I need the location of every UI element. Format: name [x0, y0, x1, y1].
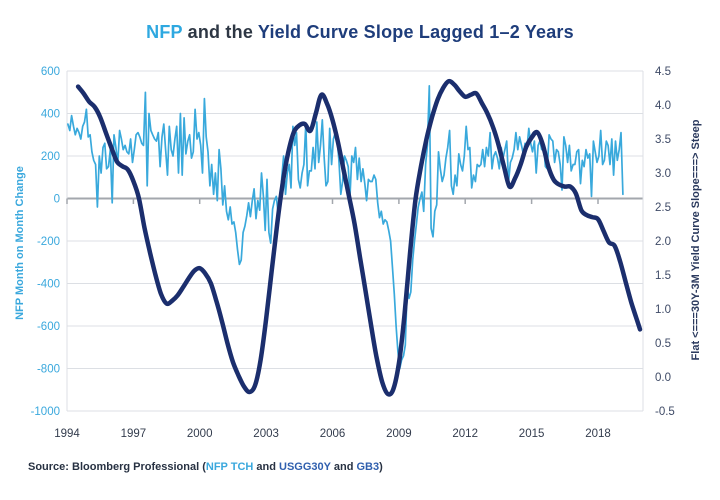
series-group: [67, 78, 643, 397]
right-tick-label: 4.0: [655, 100, 671, 112]
source-and-1: and: [253, 461, 280, 473]
x-tick-label: 2000: [187, 428, 213, 440]
source-ticker-nfp: NFP TCH: [205, 461, 254, 473]
right-tick-label: 3.5: [655, 134, 671, 146]
right-tick-label: 0.0: [655, 372, 671, 384]
x-tick-label: 2003: [253, 428, 279, 440]
source-citation: Source: Bloomberg Professional (NFP TCH …: [28, 461, 383, 473]
source-ticker-usgg30y: USGG30Y: [279, 461, 331, 473]
left-axis-title: NFP Month on Month Change: [14, 166, 26, 320]
axis-labels-group: 6004002000-200-400-600-800-10004.54.03.5…: [14, 66, 702, 440]
x-tick-label: 2012: [452, 428, 478, 440]
source-and-2: and: [330, 461, 357, 473]
right-tick-label: 4.5: [655, 66, 671, 78]
x-tick-label: 2009: [386, 428, 412, 440]
left-tick-label: 400: [41, 109, 60, 121]
right-tick-label: 2.0: [655, 236, 671, 248]
right-axis-title: Flat <===30Y-3M Yield Curve Slope===> St…: [690, 119, 702, 360]
source-ticker-gb3: GB3: [356, 461, 380, 473]
left-tick-label: -400: [37, 279, 60, 291]
right-tick-label: 3.0: [655, 168, 671, 180]
chart-title: NFP and the Yield Curve Slope Lagged 1–2…: [0, 22, 720, 43]
right-tick-label: 1.5: [655, 270, 671, 282]
source-close-paren: ): [379, 461, 383, 473]
left-tick-label: 600: [41, 66, 60, 78]
x-tick-label: 2018: [585, 428, 611, 440]
x-tick-label: 1994: [54, 428, 80, 440]
title-main-text: Yield Curve Slope Lagged 1–2 Years: [257, 22, 574, 42]
right-tick-label: 0.5: [655, 338, 671, 350]
x-tick-label: 2006: [320, 428, 346, 440]
title-accent-text: NFP: [146, 22, 183, 42]
x-tick-label: 1997: [121, 428, 147, 440]
x-tick-label: 2015: [519, 428, 545, 440]
left-tick-label: 200: [41, 151, 60, 163]
left-tick-label: -1000: [31, 406, 60, 418]
left-tick-label: -800: [37, 364, 60, 376]
left-tick-label: -200: [37, 236, 60, 248]
right-tick-label: 2.5: [655, 202, 671, 214]
right-tick-label: -0.5: [655, 406, 675, 418]
yield-series-line: [75, 78, 643, 397]
left-tick-label: 0: [54, 194, 60, 206]
source-text: Source: Bloomberg Professional (: [28, 461, 206, 473]
gridlines-group: [66, 70, 644, 412]
left-tick-label: -600: [37, 321, 60, 333]
title-connector-text: and the: [182, 22, 258, 42]
right-tick-label: 1.0: [655, 304, 671, 316]
